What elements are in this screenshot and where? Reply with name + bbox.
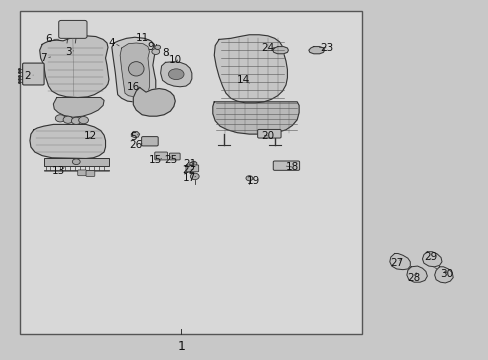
Text: 15: 15 (149, 155, 162, 165)
Circle shape (71, 117, 81, 125)
Polygon shape (189, 161, 196, 167)
FancyBboxPatch shape (273, 161, 299, 170)
Text: 18: 18 (285, 162, 298, 172)
Text: 14: 14 (236, 75, 250, 85)
Text: 6: 6 (45, 35, 52, 44)
Text: 9: 9 (147, 42, 154, 51)
Ellipse shape (128, 62, 144, 76)
Text: 8: 8 (162, 48, 168, 58)
FancyBboxPatch shape (257, 130, 281, 138)
Circle shape (79, 117, 88, 124)
Circle shape (72, 159, 80, 165)
Polygon shape (120, 43, 149, 97)
Circle shape (155, 45, 160, 49)
FancyBboxPatch shape (142, 136, 158, 146)
Text: 27: 27 (389, 258, 403, 268)
Bar (20, 12, 361, 334)
Polygon shape (434, 267, 452, 283)
Circle shape (63, 116, 73, 123)
Circle shape (152, 49, 159, 54)
Polygon shape (422, 252, 441, 267)
Text: 21: 21 (183, 159, 196, 169)
Text: 5: 5 (130, 132, 136, 142)
Polygon shape (212, 102, 299, 134)
Text: 2: 2 (24, 71, 31, 81)
Text: 22: 22 (182, 165, 195, 175)
Text: 24: 24 (261, 43, 274, 53)
Polygon shape (40, 36, 109, 98)
Polygon shape (30, 125, 105, 158)
Polygon shape (53, 98, 104, 117)
Text: 1: 1 (177, 340, 184, 353)
Polygon shape (406, 266, 427, 282)
Text: 23: 23 (319, 43, 332, 53)
FancyBboxPatch shape (169, 153, 180, 160)
FancyBboxPatch shape (86, 171, 95, 176)
Text: 13: 13 (52, 166, 65, 176)
FancyBboxPatch shape (78, 170, 86, 176)
Text: 10: 10 (168, 55, 182, 65)
Text: 7: 7 (40, 53, 47, 63)
FancyBboxPatch shape (185, 165, 198, 172)
FancyBboxPatch shape (59, 21, 87, 39)
FancyBboxPatch shape (155, 152, 167, 160)
Circle shape (190, 173, 199, 180)
Circle shape (245, 176, 252, 181)
Text: 26: 26 (129, 140, 142, 150)
FancyBboxPatch shape (22, 63, 44, 85)
Text: 20: 20 (261, 131, 274, 141)
Polygon shape (272, 46, 288, 54)
Text: 11: 11 (135, 33, 148, 43)
Polygon shape (131, 132, 140, 138)
Polygon shape (389, 253, 409, 270)
Polygon shape (214, 35, 287, 103)
Text: 3: 3 (64, 46, 71, 57)
Text: 29: 29 (423, 252, 436, 262)
Text: 16: 16 (126, 82, 140, 93)
Text: 30: 30 (439, 269, 452, 279)
Text: 4: 4 (108, 38, 115, 48)
Bar (43, 158, 109, 166)
Text: 12: 12 (84, 131, 97, 141)
Polygon shape (160, 62, 191, 87)
Polygon shape (133, 87, 175, 116)
Text: 28: 28 (407, 273, 420, 283)
Text: 19: 19 (246, 176, 259, 186)
Text: 25: 25 (163, 155, 177, 165)
Polygon shape (308, 46, 324, 54)
Polygon shape (112, 37, 156, 102)
Circle shape (55, 115, 65, 122)
Ellipse shape (168, 69, 183, 80)
Text: 17: 17 (183, 173, 196, 183)
